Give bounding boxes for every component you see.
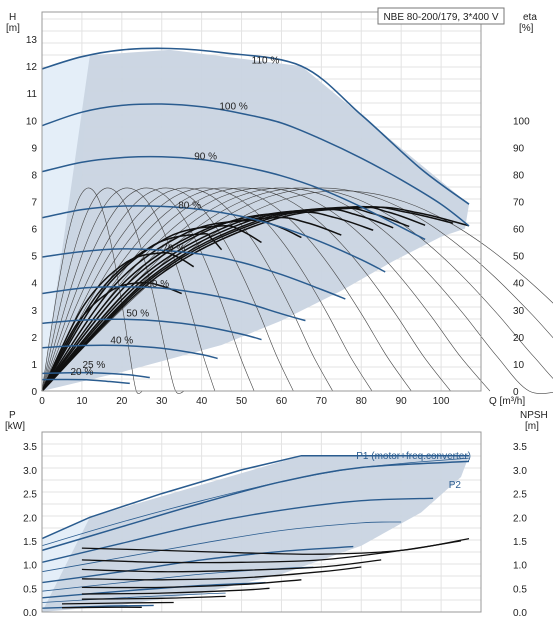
y-tick-label: 1 — [31, 360, 37, 371]
y-tick-label: 4 — [31, 279, 37, 290]
x-tick-label: 0 — [39, 396, 45, 407]
head-curve-label-20: 20 % — [71, 367, 94, 378]
x-tick-label: 80 — [356, 396, 368, 407]
p-tick-label: 3.0 — [23, 466, 37, 477]
x-tick-label: 10 — [76, 396, 88, 407]
head-curve-label-50: 50 % — [126, 309, 149, 320]
power-operating-envelope — [42, 456, 469, 612]
y-tick-label: 5 — [31, 252, 37, 263]
y2-tick-label: 20 — [513, 333, 525, 344]
npsh-tick-label: 3.5 — [513, 442, 527, 453]
y2-axis-unit: [%] — [519, 23, 534, 34]
y-tick-label: 0 — [31, 387, 37, 398]
y-tick-label: 8 — [31, 170, 37, 181]
npsh-axis-unit: [m] — [525, 421, 539, 432]
y-tick-label: 6 — [31, 225, 37, 236]
y2-tick-label: 90 — [513, 143, 525, 154]
y-tick-label: 9 — [31, 143, 37, 154]
y2-tick-label: 50 — [513, 252, 525, 263]
y2-tick-label: 100 — [513, 116, 530, 127]
head-curve-label-40: 40 % — [110, 336, 133, 347]
y-axis-symbol: H — [9, 12, 16, 23]
npsh-tick-label: 2.0 — [513, 513, 527, 524]
npsh-tick-label: 0.0 — [513, 608, 527, 619]
y-tick-label: 12 — [26, 62, 38, 73]
p-tick-label: 2.0 — [23, 513, 37, 524]
npsh-tick-label: 1.5 — [513, 537, 527, 548]
y2-tick-label: 10 — [513, 360, 525, 371]
x-tick-label: 30 — [156, 396, 168, 407]
head-curve-label-100: 100 % — [219, 101, 247, 112]
p-tick-label: 0.5 — [23, 584, 37, 595]
y2-tick-label: 40 — [513, 279, 525, 290]
legend-p1: P1 (motor+freq.converter) — [356, 451, 471, 462]
x-tick-label: 40 — [196, 396, 208, 407]
p-axis-symbol: P — [9, 410, 16, 421]
p-tick-label: 3.5 — [23, 442, 37, 453]
y2-tick-label: 80 — [513, 170, 525, 181]
chart-title: NBE 80-200/179, 3*400 V — [383, 12, 498, 23]
npsh-tick-label: 3.0 — [513, 466, 527, 477]
npsh-tick-label: 1.0 — [513, 561, 527, 572]
p-tick-label: 1.5 — [23, 537, 37, 548]
x-tick-label: 70 — [316, 396, 328, 407]
y-tick-label: 7 — [31, 198, 37, 209]
p-axis-unit: [kW] — [5, 421, 25, 432]
x-tick-label: 60 — [276, 396, 288, 407]
y2-tick-label: 70 — [513, 198, 525, 209]
y-tick-label: 13 — [26, 35, 38, 46]
npsh-axis-symbol: NPSH — [520, 410, 548, 421]
p-tick-label: 1.0 — [23, 561, 37, 572]
x-axis-label: Q [m³/h] — [489, 396, 525, 407]
p-tick-label: 2.5 — [23, 490, 37, 501]
x-tick-label: 50 — [236, 396, 248, 407]
head-curve-label-80: 80 % — [178, 200, 201, 211]
y2-tick-label: 60 — [513, 225, 525, 236]
head-curve-label-90: 90 % — [194, 152, 217, 163]
npsh-tick-label: 0.5 — [513, 584, 527, 595]
y-axis-unit: [m] — [6, 23, 20, 34]
head-curve-label-110: 110 % — [252, 55, 280, 66]
y-tick-label: 3 — [31, 306, 37, 317]
legend-p2: P2 — [449, 480, 462, 491]
y-tick-label: 10 — [26, 116, 38, 127]
y-tick-label: 11 — [27, 89, 38, 100]
x-tick-label: 20 — [116, 396, 128, 407]
npsh-tick-label: 2.5 — [513, 490, 527, 501]
p-tick-label: 0.0 — [23, 608, 37, 619]
y2-tick-label: 30 — [513, 306, 525, 317]
y2-axis-symbol: eta — [523, 12, 537, 23]
x-tick-label: 90 — [396, 396, 408, 407]
y-tick-label: 2 — [31, 333, 37, 344]
head-curve-label-60: 60 % — [146, 279, 169, 290]
head-curve-label-70: 70 % — [162, 244, 185, 255]
x-tick-label: 100 — [433, 396, 450, 407]
